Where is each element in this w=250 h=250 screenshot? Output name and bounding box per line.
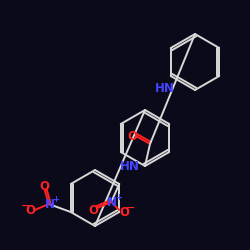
Text: O: O (40, 180, 50, 194)
Text: O: O (26, 204, 36, 216)
Text: +: + (52, 194, 59, 203)
Text: O: O (127, 130, 137, 142)
Text: +: + (115, 192, 122, 202)
Text: N: N (45, 198, 55, 210)
Text: −: − (21, 201, 30, 211)
Text: O: O (88, 204, 98, 216)
Text: O: O (119, 206, 129, 218)
Text: HN: HN (154, 82, 174, 96)
Text: N: N (107, 196, 117, 208)
Text: HN: HN (120, 160, 140, 172)
Text: −: − (126, 203, 135, 213)
